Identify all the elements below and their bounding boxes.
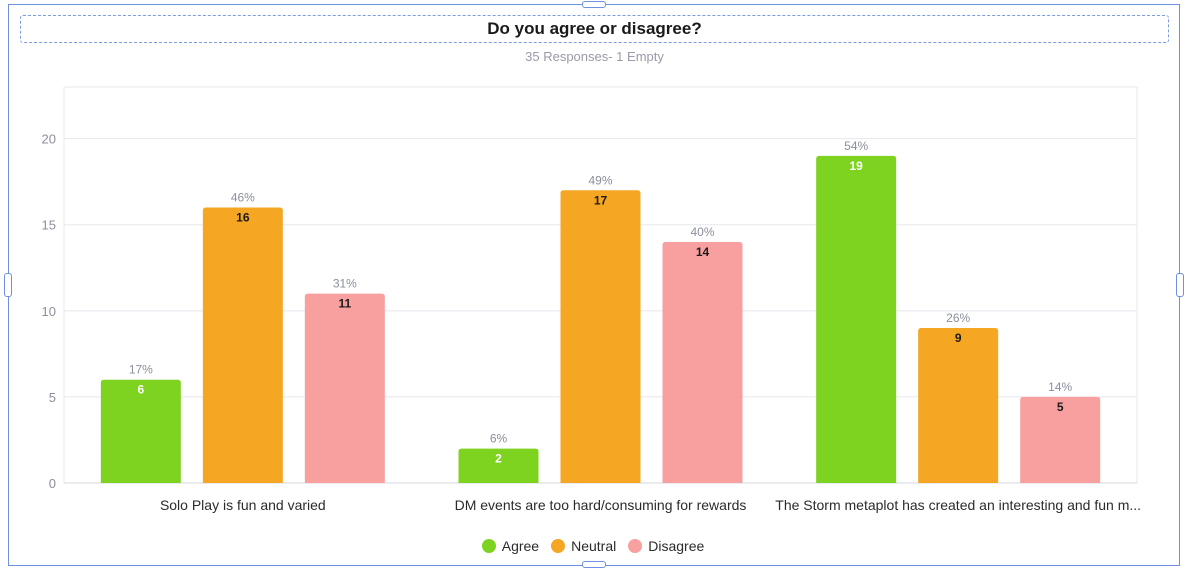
legend-swatch [628,539,643,553]
bar-value-label: 11 [338,297,351,311]
bar-value-label: 16 [236,211,250,225]
bar-percent-label: 14% [1048,380,1072,394]
bar-agree [458,448,539,483]
bar-agree [816,155,897,483]
x-category-label: Solo Play is fun and varied [160,497,326,513]
bar-value-label: 14 [696,245,710,259]
y-tick-label: 0 [49,476,56,491]
chart-legend: Agree Neutral Disagree [0,538,1186,554]
bar-percent-label: 54% [844,139,868,153]
y-tick-label: 5 [49,390,56,405]
bar-percent-label: 31% [333,277,357,291]
bar-disagree [304,293,385,483]
bar-disagree [1020,396,1101,483]
bar-percent-label: 46% [231,191,255,205]
x-category-label: The Storm metaplot has created an intere… [775,497,1141,513]
y-tick-label: 10 [42,304,56,319]
bar-neutral [202,207,283,484]
resize-handle-right[interactable] [1176,273,1184,297]
chart-subtitle: 35 Responses- 1 Empty [525,49,664,64]
bar-neutral [918,328,999,483]
chart-title[interactable]: Do you agree or disagree? [20,15,1169,43]
bar-percent-label: 49% [588,173,612,187]
bar-percent-label: 40% [690,225,714,239]
resize-handle-top[interactable] [582,1,606,8]
bar-neutral [560,190,641,483]
bar-value-label: 2 [495,452,502,466]
legend-swatch [551,539,566,553]
x-category-label: DM events are too hard/consuming for rew… [455,497,747,513]
resize-handle-left[interactable] [4,273,12,297]
legend-label: Disagree [648,538,705,554]
legend-label: Neutral [571,538,617,554]
bar-agree [100,379,181,483]
bar-disagree [662,241,743,483]
bar-value-label: 5 [1057,400,1064,414]
legend-item-disagree[interactable]: Disagree [628,538,704,554]
bar-value-label: 6 [137,383,144,397]
legend-label: Agree [501,538,540,554]
bar-percent-label: 26% [946,311,970,325]
bar-percent-label: 6% [490,432,508,446]
y-tick-label: 15 [42,218,56,233]
legend-item-agree[interactable]: Agree [481,538,540,554]
bar-value-label: 9 [955,331,962,345]
y-tick-label: 20 [42,132,56,147]
legend-swatch [481,539,496,553]
bar-percent-label: 17% [129,363,153,377]
bar-value-label: 17 [594,193,608,207]
bar-value-label: 19 [849,159,863,173]
legend-item-neutral[interactable]: Neutral [551,538,616,554]
